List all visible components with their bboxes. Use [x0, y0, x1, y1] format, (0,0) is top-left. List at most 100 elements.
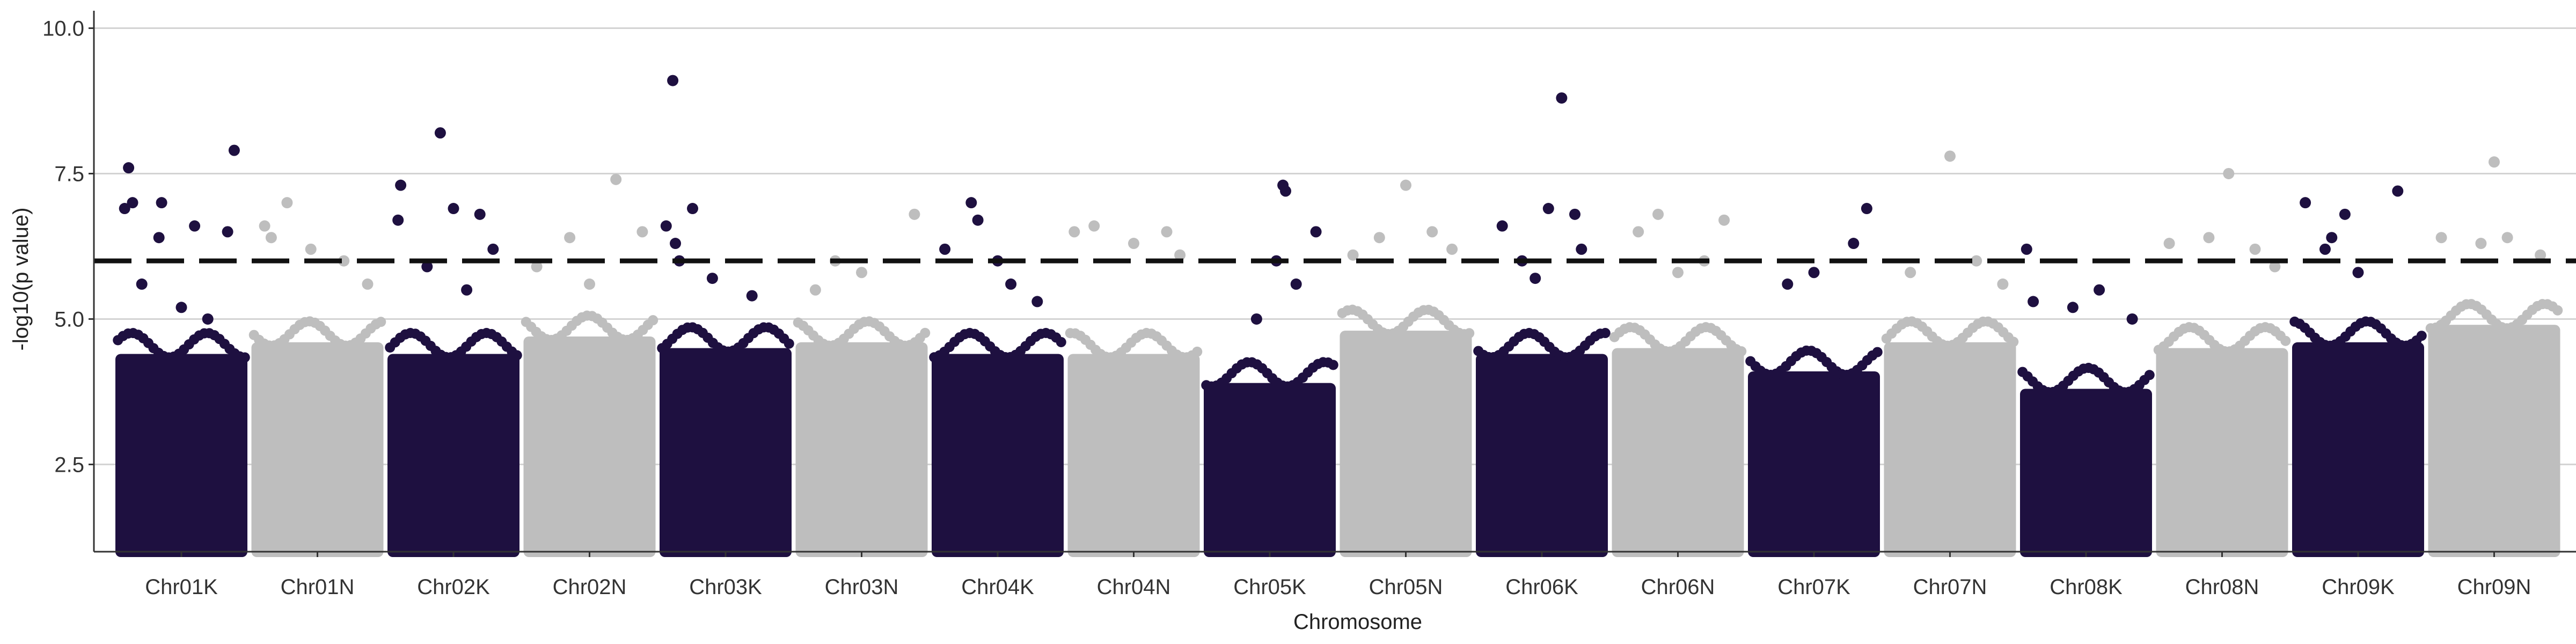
x-tick-label: Chr09N [2457, 575, 2531, 599]
data-point [1031, 296, 1043, 308]
band-edge-point [239, 352, 250, 363]
data-point [487, 243, 499, 255]
data-point [1174, 249, 1186, 261]
dense-band-chr03n [795, 342, 928, 557]
data-point [1971, 255, 1982, 267]
dense-band-chr09k [2292, 342, 2424, 557]
dense-band-chr04k [932, 354, 1064, 557]
dense-band-chr06k [1476, 354, 1608, 557]
x-tick-label: Chr08K [2050, 575, 2123, 599]
dense-band-chr01k [115, 354, 247, 557]
x-tick-label: Chr08N [2185, 575, 2259, 599]
band-edge-point [2416, 331, 2427, 341]
x-tick-label: Chr04N [1097, 575, 1171, 599]
data-point [2249, 243, 2261, 255]
data-point [421, 261, 433, 273]
data-point [2269, 261, 2281, 273]
data-point [156, 197, 167, 209]
band-edge-point [2552, 305, 2563, 316]
x-tick-label: Chr02N [553, 575, 627, 599]
data-point [1400, 179, 1411, 191]
band-edge-point [511, 350, 522, 361]
data-point [706, 273, 718, 284]
data-point [2319, 243, 2331, 255]
data-point [1808, 267, 1820, 279]
data-point [338, 255, 350, 267]
band-edge-point [1736, 346, 1747, 357]
data-point [909, 208, 920, 220]
y-tick-labels: 2.5 5.0 7.5 10.0 [42, 17, 94, 477]
data-point [119, 203, 130, 215]
data-point [1652, 208, 1664, 220]
data-point [2339, 208, 2351, 220]
y-tick-label: 7.5 [54, 162, 84, 186]
data-point [136, 278, 148, 290]
data-point [189, 220, 201, 232]
dense-band-chr06n [1612, 348, 1744, 557]
band-edge-point [2144, 370, 2155, 380]
data-point [461, 284, 473, 296]
x-tick-label: Chr03K [689, 575, 762, 599]
dense-band-chr02n [523, 336, 656, 557]
data-point [1128, 238, 1139, 250]
data-point [1373, 232, 1385, 244]
data-point [2163, 238, 2175, 250]
data-point [939, 243, 951, 255]
data-point [1088, 220, 1100, 232]
y-tick-label: 10.0 [42, 17, 84, 41]
band-edge-point [1192, 346, 1203, 357]
data-point [448, 203, 459, 215]
data-point [281, 197, 293, 209]
band-edge-point [1328, 360, 1338, 370]
data-point [222, 226, 233, 238]
data-point [127, 197, 138, 209]
x-axis-title: Chromosome [1293, 610, 1422, 634]
data-point [1069, 226, 1080, 238]
dense-band-chr08n [2156, 348, 2288, 557]
data-point [2435, 232, 2447, 244]
data-point [434, 127, 446, 139]
y-tick-label: 2.5 [54, 453, 84, 477]
data-point [809, 284, 821, 296]
data-point [972, 214, 984, 226]
data-point [2094, 284, 2105, 296]
data-point [1496, 220, 1508, 232]
data-point [259, 220, 270, 232]
data-point [123, 162, 135, 174]
dense-band-chr02k [387, 354, 519, 557]
band-edge-point [784, 338, 794, 349]
band-edge-point [1464, 328, 1475, 339]
band-edge-point [2280, 335, 2291, 346]
data-point [1576, 243, 1587, 255]
band-edge-point [376, 317, 386, 327]
data-point [2475, 238, 2487, 250]
data-point [1347, 249, 1359, 261]
data-point [1633, 226, 1644, 238]
dense-band-chr05n [1340, 331, 1472, 557]
x-tick-label: Chr09K [2322, 575, 2395, 599]
data-point [2392, 185, 2404, 197]
data-point [1861, 203, 1872, 215]
data-point [660, 220, 672, 232]
data-point [1280, 185, 1292, 197]
data-point [392, 214, 404, 226]
data-point [584, 278, 595, 290]
data-point [965, 197, 977, 209]
data-point [1310, 226, 1322, 238]
data-point [1005, 278, 1017, 290]
axes [93, 11, 2576, 553]
data-point [2535, 249, 2546, 261]
data-point [1569, 208, 1580, 220]
data-point [202, 313, 214, 325]
data-point [1529, 273, 1541, 284]
band-edge-point [1600, 328, 1611, 339]
x-tick-label: Chr01K [145, 575, 218, 599]
data-point [1997, 278, 2009, 290]
band-edge-point [648, 315, 658, 326]
x-tick-label: Chr03N [825, 575, 899, 599]
data-point [1556, 92, 1568, 104]
data-point [1944, 150, 1956, 162]
y-tick-label: 5.0 [54, 308, 84, 331]
data-point [2300, 197, 2311, 209]
